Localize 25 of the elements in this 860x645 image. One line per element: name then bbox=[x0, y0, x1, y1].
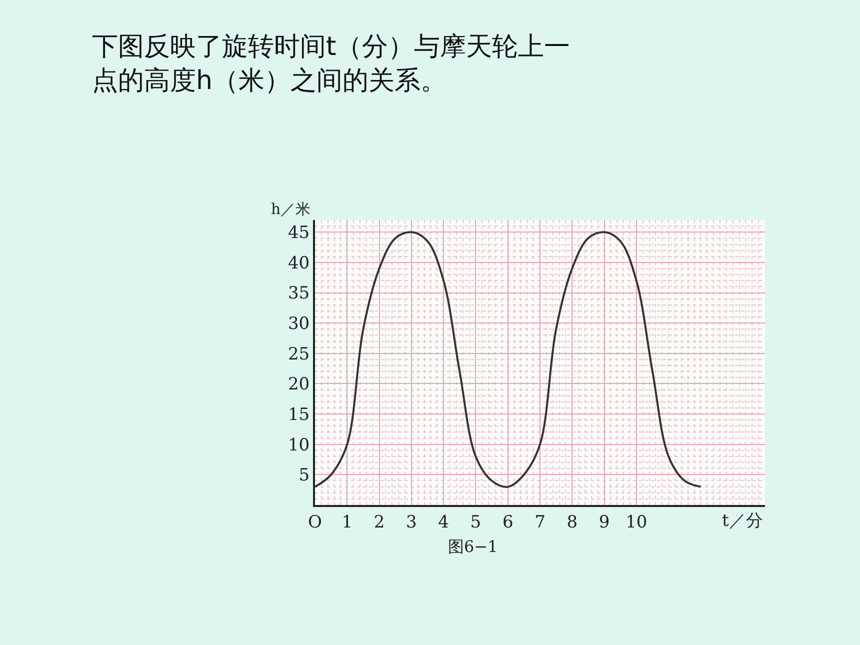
x-axis-title: t／分 bbox=[722, 511, 763, 531]
y-tick-label: 10 bbox=[288, 435, 310, 456]
caption: 图6−1 bbox=[448, 537, 498, 556]
x-tick-label: 2 bbox=[374, 512, 385, 532]
x-tick-label: 3 bbox=[406, 512, 417, 532]
y-tick-label: 35 bbox=[288, 284, 310, 304]
x-tick-label: 8 bbox=[566, 512, 578, 532]
x-tick-label: 1 bbox=[342, 512, 353, 532]
x-tick-label: 6 bbox=[502, 512, 514, 532]
x-tick-label: 10 bbox=[626, 512, 648, 532]
y-axis-title: h／米 bbox=[271, 200, 311, 218]
y-tick-label: 5 bbox=[298, 466, 310, 486]
x-tick-label: 5 bbox=[470, 512, 482, 532]
x-tick-label: O bbox=[308, 512, 322, 532]
x-tick-label: 7 bbox=[534, 512, 546, 532]
x-tick-label: 9 bbox=[598, 512, 610, 532]
y-tick-label: 20 bbox=[288, 374, 310, 395]
y-tick-label: 25 bbox=[288, 344, 310, 364]
chart-title: 下图反映了旋转时间t（分）与摩天轮上一点的高度h（米）之间的关系。 bbox=[92, 32, 570, 96]
y-tick-label: 40 bbox=[288, 253, 310, 274]
x-tick-label: 4 bbox=[438, 512, 449, 532]
y-tick-label: 30 bbox=[288, 314, 310, 334]
y-tick-label: 45 bbox=[288, 223, 310, 244]
line-series bbox=[315, 231, 702, 488]
y-tick-label: 15 bbox=[288, 404, 310, 425]
